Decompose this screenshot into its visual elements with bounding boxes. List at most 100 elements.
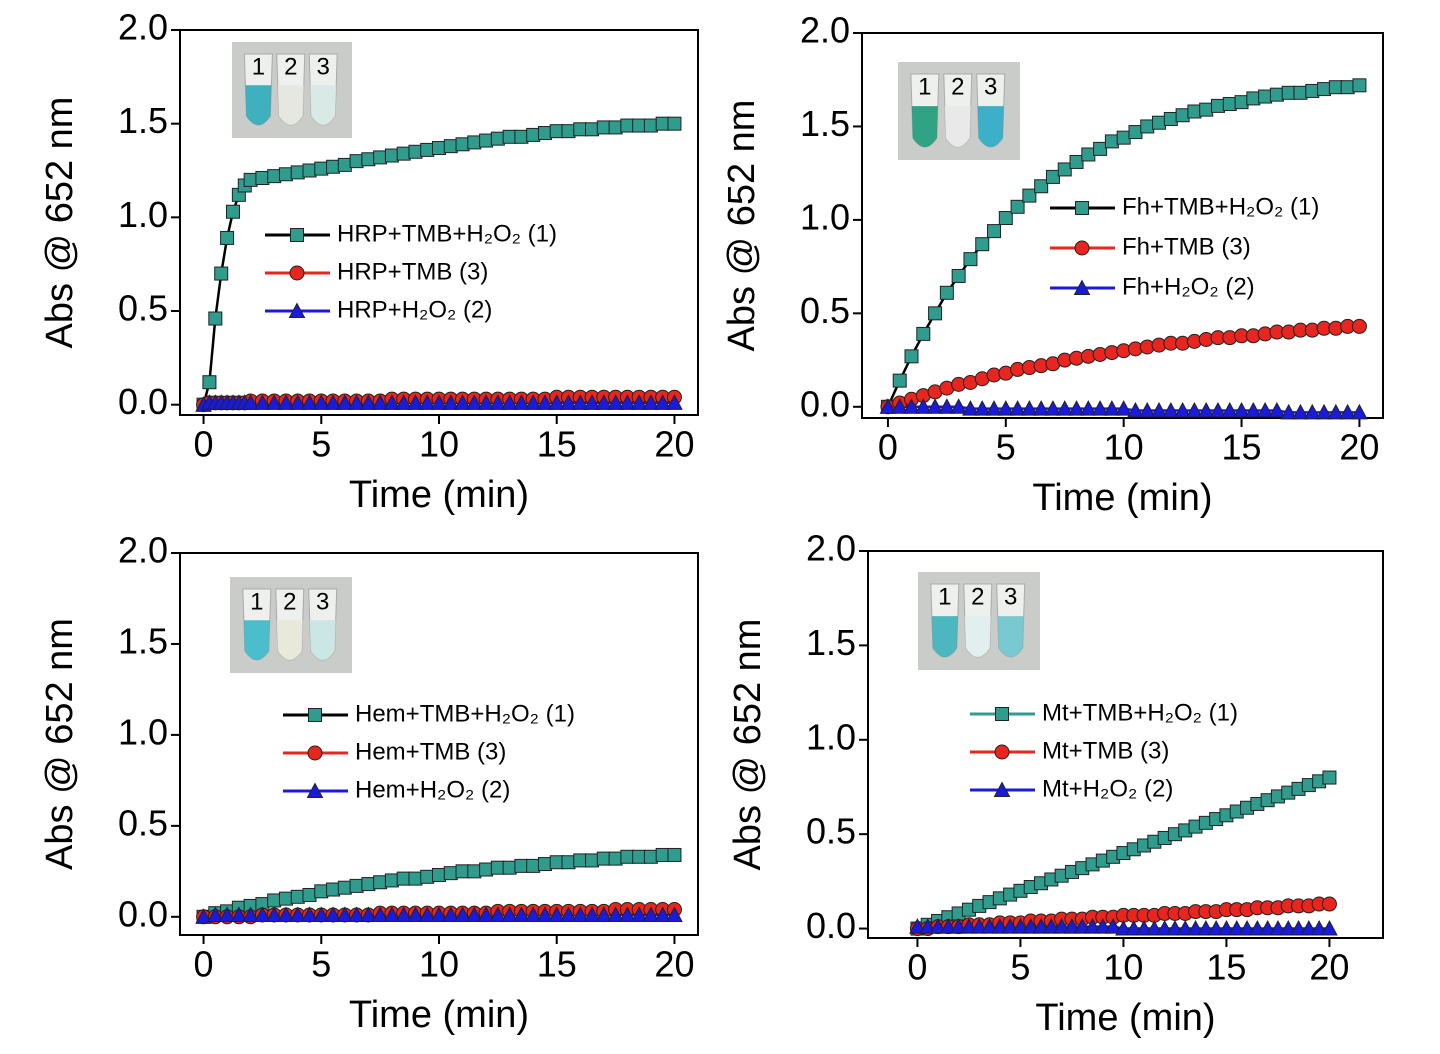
data-point: [502, 129, 517, 144]
data-point: [909, 918, 926, 934]
data-point: [1259, 920, 1276, 936]
data-point: [220, 230, 235, 245]
data-point: [619, 906, 636, 922]
data-point: [1233, 401, 1250, 418]
y-tick-label: 2.0: [800, 10, 850, 51]
y-tick-label: 0.0: [800, 383, 850, 424]
data-point: [1327, 403, 1345, 420]
y-tick-label: 1.5: [118, 620, 168, 661]
data-point: [537, 126, 552, 141]
data-point: [336, 906, 354, 922]
data-point: [455, 864, 470, 879]
y-tick-label: 2.0: [806, 528, 856, 569]
x-axis-title: Time (min): [1032, 477, 1212, 519]
data-point: [1187, 920, 1204, 936]
data-point: [1339, 403, 1356, 420]
data-point: [643, 118, 658, 133]
inset-label: 2: [283, 588, 296, 615]
data-point: [548, 394, 566, 410]
data-point: [571, 394, 589, 410]
data-point: [442, 394, 460, 410]
data-point: [1218, 920, 1235, 936]
inset-label: 3: [984, 73, 997, 100]
data-point: [326, 882, 341, 897]
data-point: [407, 906, 424, 922]
legend-marker: [289, 265, 305, 281]
data-point: [1057, 162, 1072, 177]
data-point: [666, 906, 683, 922]
data-point: [467, 135, 482, 150]
data-point: [560, 394, 577, 410]
data-point: [596, 120, 611, 135]
data-point: [290, 889, 305, 904]
data-point: [1094, 918, 1112, 934]
data-point: [373, 875, 388, 890]
y-tick-label: 0.5: [118, 802, 168, 843]
x-tick-label: 15: [537, 424, 577, 465]
data-point: [962, 400, 979, 416]
data-point: [243, 172, 258, 187]
y-tick-label: 2.0: [118, 7, 168, 48]
data-point: [632, 118, 647, 133]
data-point: [326, 159, 341, 174]
data-point: [208, 311, 223, 326]
data-point: [642, 906, 660, 922]
data-point: [1269, 87, 1284, 102]
x-tick-label: 15: [1206, 947, 1246, 988]
data-point: [940, 918, 957, 934]
x-tick-label: 10: [419, 424, 459, 465]
x-tick-label: 5: [996, 427, 1016, 468]
panel: 1 2 3 0 5 10 15 20 0.0 0.5 1.0 1.5 2.0 Time (min) Abs …: [39, 530, 699, 1036]
data-point: [655, 847, 670, 862]
data-point: [384, 873, 399, 888]
x-tick-label: 20: [654, 424, 694, 465]
data-point: [571, 906, 589, 922]
data-point: [360, 394, 377, 410]
y-tick-label: 0.0: [118, 381, 168, 422]
data-point: [561, 855, 576, 870]
data-point: [666, 394, 683, 410]
data-point: [630, 906, 648, 922]
data-point: [524, 906, 542, 922]
data-point: [383, 394, 401, 410]
data-point: [1210, 98, 1225, 113]
data-point: [373, 150, 388, 165]
data-point: [430, 394, 448, 410]
data-point: [301, 906, 318, 922]
data-point: [997, 400, 1015, 416]
data-point: [643, 849, 658, 864]
data-point: [418, 906, 436, 922]
data-point: [1140, 119, 1155, 134]
x-tick-label: 5: [311, 424, 331, 465]
x-tick-label: 5: [1010, 947, 1030, 988]
data-point: [1315, 403, 1333, 420]
data-point: [620, 118, 635, 133]
data-point: [267, 169, 282, 184]
data-point: [1249, 920, 1266, 936]
data-point: [513, 394, 530, 410]
data-point: [891, 398, 909, 414]
x-axis-title: Time (min): [349, 994, 529, 1036]
legend-marker: [290, 228, 304, 242]
data-point: [314, 884, 329, 899]
data-point: [1163, 111, 1178, 126]
tube-liquid: [276, 620, 303, 660]
data-point: [348, 394, 365, 410]
tube-liquid: [310, 85, 337, 125]
data-point: [255, 171, 270, 186]
inset-label: 2: [971, 583, 984, 610]
panel: 1 2 3 0 5 10 15 20 0.0 0.5 1.0 1.5 2.0 Time (min) Abs …: [721, 10, 1384, 519]
data-point: [1328, 80, 1343, 95]
data-point: [904, 349, 919, 364]
data-point: [501, 906, 518, 922]
panel: 1 2 3 0 5 10 15 20 0.0 0.5 1.0 1.5 2.0 Time (min) Abs …: [39, 7, 699, 516]
data-point: [919, 918, 937, 934]
data-point: [1303, 403, 1321, 420]
data-point: [1068, 400, 1085, 416]
data-point: [1246, 91, 1261, 106]
data-point: [1197, 920, 1215, 936]
data-point: [225, 204, 240, 219]
data-point: [549, 855, 564, 870]
data-point: [1310, 920, 1328, 936]
